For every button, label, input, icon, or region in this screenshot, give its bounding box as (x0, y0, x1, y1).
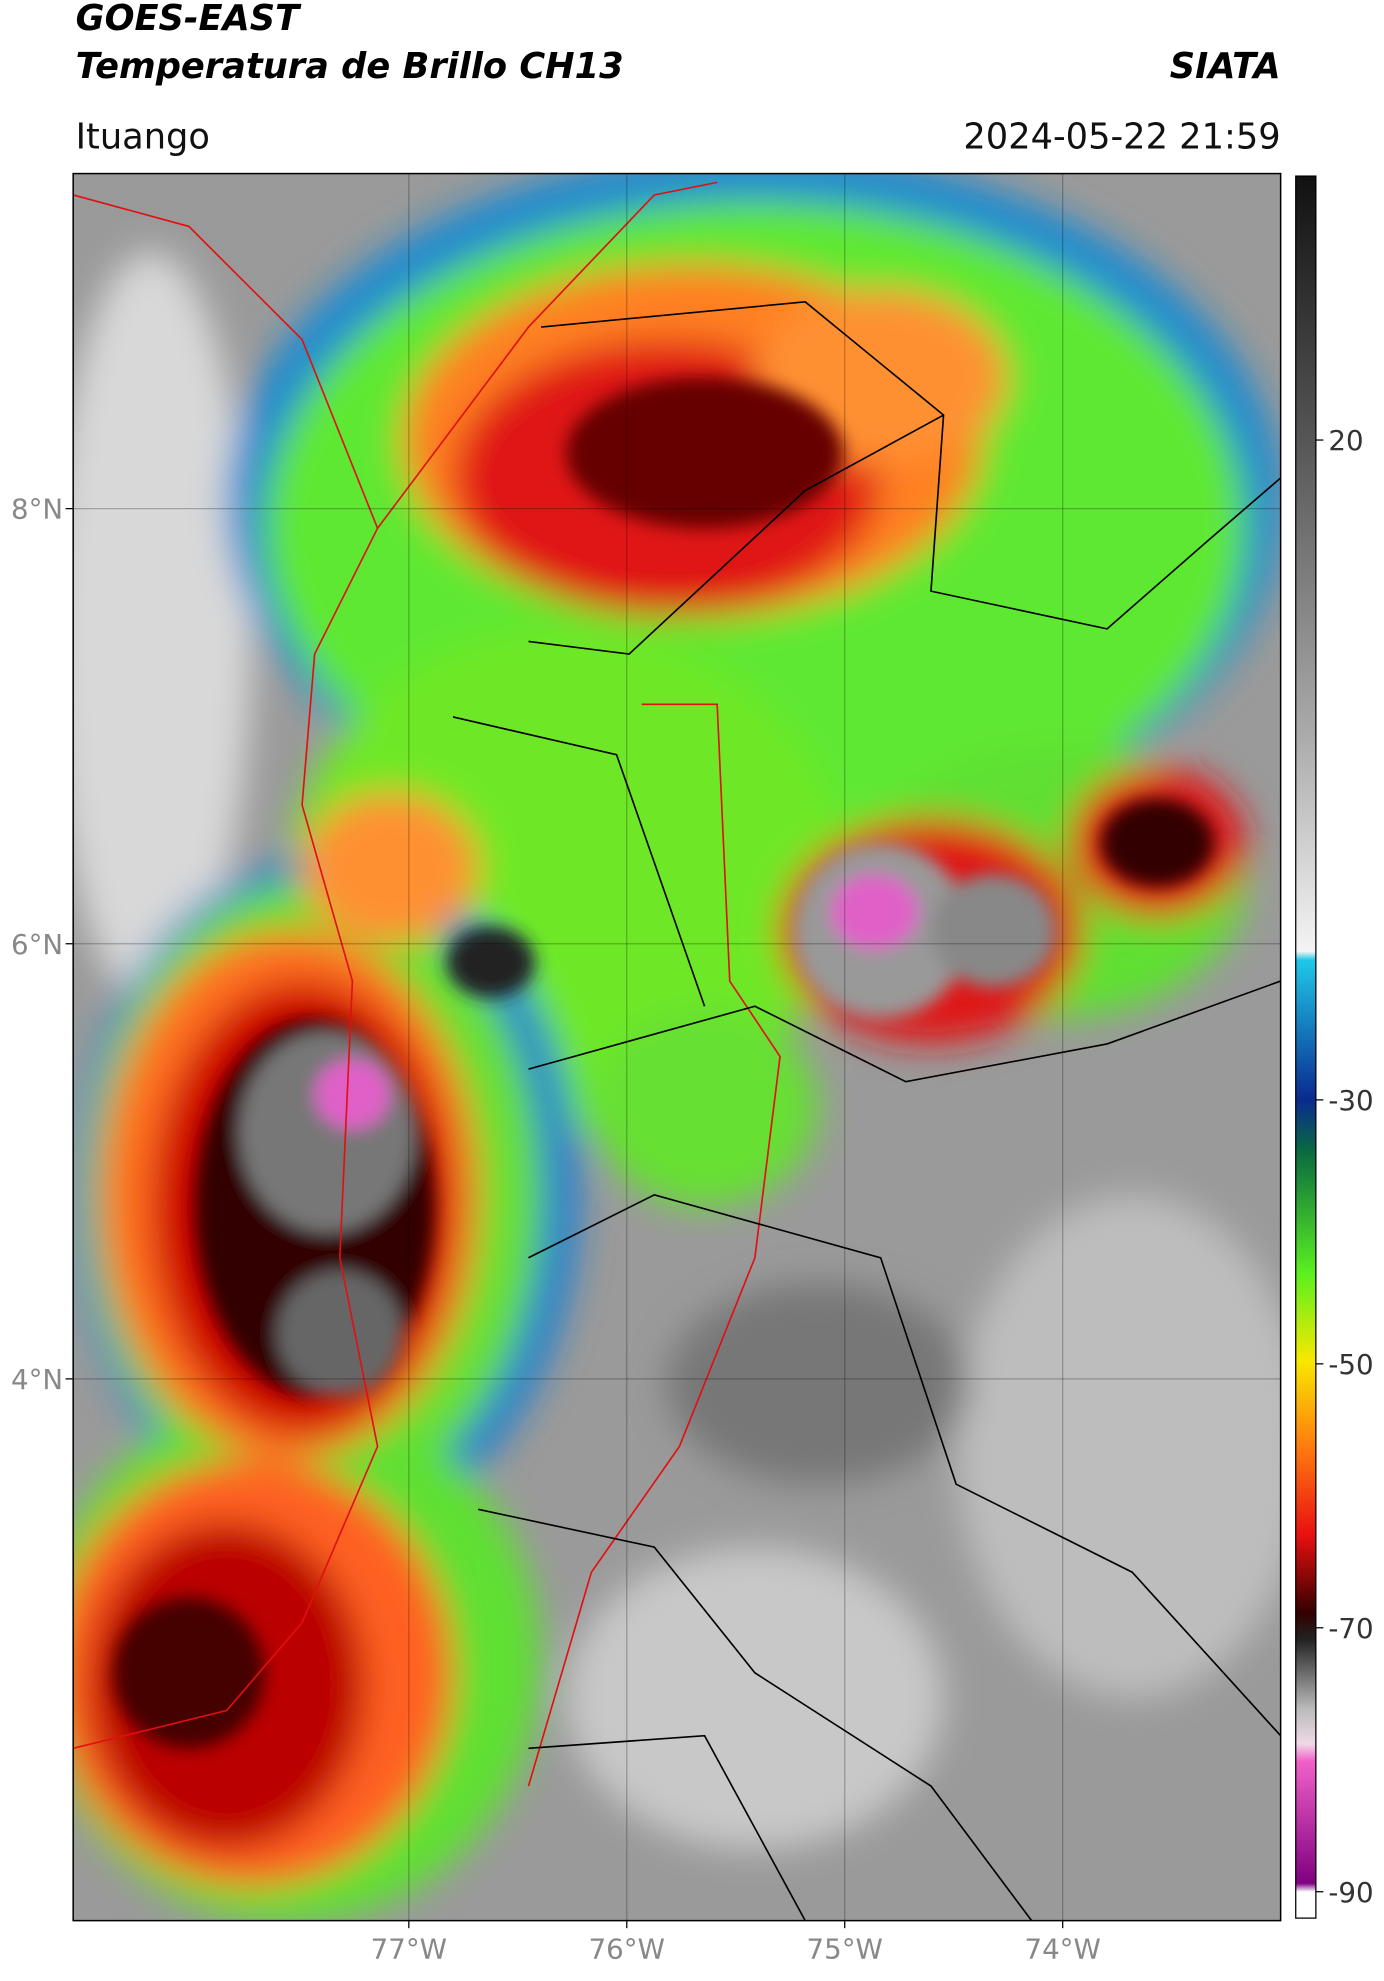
x-tick-label: 74°W (1024, 1932, 1100, 1965)
brand: SIATA (1170, 46, 1281, 87)
x-tick-label: 76°W (589, 1932, 665, 1965)
timestamp: 2024-05-22 21:59 (963, 116, 1280, 157)
colorbar-tick-label: -90 (1328, 1876, 1373, 1909)
x-tick-label: 75°W (807, 1932, 883, 1965)
y-tick-label: 8°N (11, 493, 63, 526)
title: GOES-EAST (76, 0, 302, 39)
colorbar-tick-label: -30 (1328, 1084, 1373, 1117)
colorbar-tick-label: 20 (1328, 424, 1363, 457)
x-tick-label: 77°W (371, 1932, 447, 1965)
colorbar-tick-label: -70 (1328, 1612, 1373, 1645)
y-tick-label: 4°N (11, 1363, 63, 1396)
satellite-image (73, 173, 1281, 1921)
colorbar-tick-label: -50 (1328, 1348, 1373, 1381)
colorbar (1295, 175, 1317, 1919)
map-frame (72, 172, 1282, 1922)
y-tick-label: 6°N (11, 928, 63, 961)
subtitle: Temperatura de Brillo CH13 (76, 46, 624, 87)
location: Ituango (76, 116, 210, 157)
